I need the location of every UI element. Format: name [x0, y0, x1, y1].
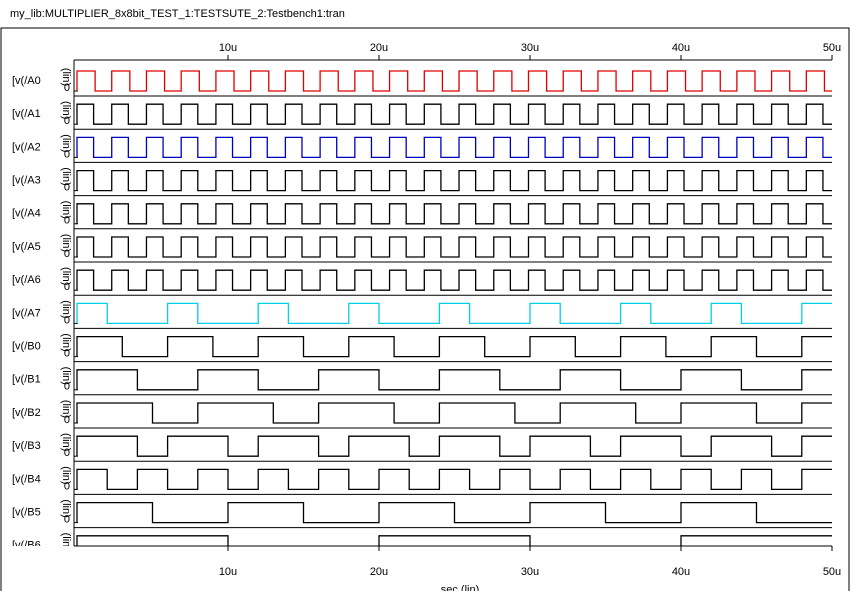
waveform	[76, 535, 832, 546]
series-label: [v(/A2	[12, 141, 41, 153]
chart-title: my_lib:MULTIPLIER_8x8bit_TEST_1:TESTSUTE…	[10, 8, 345, 20]
x-tick-label: 10u	[219, 566, 237, 578]
y-axis-label: (lin)	[60, 533, 72, 551]
y-axis-label: (lin)	[60, 234, 72, 252]
y-tick-label: 0	[64, 480, 70, 492]
y-axis-label: (lin)	[60, 466, 72, 484]
y-tick-label: 0	[64, 547, 70, 559]
y-axis-label: (lin)	[60, 101, 72, 119]
waveform	[76, 501, 832, 524]
series-label: [v(/A6	[12, 274, 41, 286]
y-tick-label: 0	[64, 215, 70, 227]
y-tick-label: 0	[64, 447, 70, 459]
series-label: [v(/A7	[12, 307, 41, 319]
x-axis-label: sec (lin)	[441, 584, 480, 591]
x-tick-label: 50u	[823, 566, 841, 578]
waveform	[76, 402, 832, 424]
series-label: [v(/B3	[12, 440, 41, 452]
waveform	[76, 236, 832, 258]
x-tick-label: 20u	[370, 42, 388, 54]
y-tick-label: 0	[64, 381, 70, 393]
y-axis-label: (lin)	[60, 499, 72, 517]
series-label: [v(/B1	[12, 374, 41, 386]
y-axis-label: (lin)	[60, 367, 72, 385]
y-tick-label: 0	[64, 82, 70, 94]
x-tick-label: 40u	[672, 566, 690, 578]
series-label: [v(/A0	[12, 75, 41, 87]
y-tick-label: 0	[64, 314, 70, 326]
series-label: [v(/B6	[12, 540, 41, 552]
y-axis-label: (lin)	[60, 333, 72, 351]
y-tick-label: 0	[64, 115, 70, 127]
y-tick-label: 0	[64, 281, 70, 293]
x-tick-label: 50u	[823, 42, 841, 54]
waveform	[76, 169, 832, 192]
y-tick-label: 0	[64, 182, 70, 194]
series-label: [v(/A5	[12, 241, 41, 253]
y-tick-label: 0	[64, 514, 70, 526]
y-axis-label: (lin)	[60, 267, 72, 285]
waveform	[76, 203, 832, 225]
series-label: [v(/B5	[12, 507, 41, 519]
frame	[0, 27, 850, 591]
x-tick-label: 40u	[672, 42, 690, 54]
waveform	[76, 103, 832, 125]
y-axis-label: (lin)	[60, 167, 72, 185]
x-tick-label: 30u	[521, 566, 539, 578]
waveform	[76, 335, 832, 358]
series-label: [v(/A4	[12, 208, 41, 220]
y-tick-label: 0	[64, 248, 70, 260]
y-axis-label: (lin)	[60, 134, 72, 152]
y-axis-label: (lin)	[60, 300, 72, 318]
series-label: [v(/B0	[12, 341, 41, 353]
y-axis-label: (lin)	[60, 201, 72, 219]
waveform	[76, 269, 832, 291]
y-tick-label: 0	[64, 148, 70, 160]
y-tick-label: 0	[64, 348, 70, 360]
x-tick-label: 20u	[370, 566, 388, 578]
y-axis-label: (lin)	[60, 400, 72, 418]
series-label: [v(/B4	[12, 473, 41, 485]
x-tick-label: 10u	[219, 42, 237, 54]
y-axis-label: (lin)	[60, 433, 72, 451]
y-tick-label: 0	[64, 414, 70, 426]
waveform	[76, 302, 832, 325]
series-label: [v(/A3	[12, 175, 41, 187]
y-axis-label: (lin)	[60, 68, 72, 86]
series-label: [v(/A1	[12, 108, 41, 120]
waveform	[76, 369, 832, 391]
waveform	[76, 70, 832, 92]
waveform	[76, 136, 832, 159]
waveform	[76, 468, 832, 491]
x-tick-label: 30u	[521, 42, 539, 54]
waveform	[76, 435, 832, 457]
series-label: [v(/B2	[12, 407, 41, 419]
